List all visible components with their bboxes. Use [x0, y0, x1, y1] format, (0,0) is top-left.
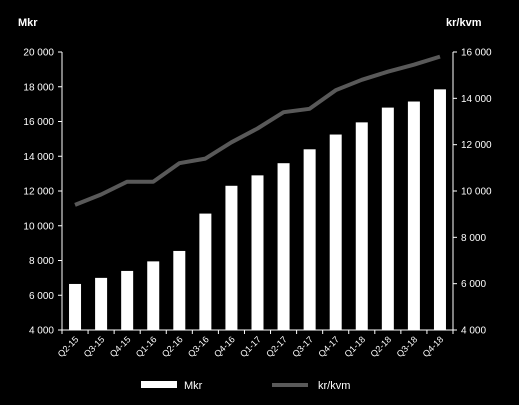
left-axis-title: Mkr [18, 17, 38, 29]
bar-mkr-Q1-17 [251, 175, 264, 330]
bar-mkr-Q2-17 [277, 163, 290, 330]
bar-mkr-Q3-17 [303, 149, 316, 330]
line-series-kr-kvm [74, 54, 441, 207]
bar-mkr-Q2-18 [381, 107, 394, 330]
bar-series [69, 89, 446, 331]
left-tick-label: 10 000 [23, 221, 54, 232]
bar-mkr-Q4-15 [121, 270, 134, 330]
left-axis-ticks: 4 000 6 000 8 000 10 000 12 000 14 000 16 000 1… [23, 48, 62, 337]
left-tick-label: 14 000 [23, 152, 54, 163]
left-tick-label: 4 000 [29, 326, 54, 337]
bar-mkr-Q3-18 [407, 101, 420, 330]
left-tick-label: 6 000 [29, 291, 54, 302]
bar-mkr-Q2-15 [69, 283, 82, 330]
left-tick-label: 20 000 [23, 48, 54, 59]
bar-mkr-Q2-16 [173, 250, 186, 330]
left-tick-label: 12 000 [23, 187, 54, 198]
legend-label-kr-kvm: kr/kvm [318, 380, 350, 392]
legend-label-mkr: Mkr [184, 380, 203, 392]
bar-mkr-Q3-15 [95, 277, 108, 330]
bar-mkr-Q3-16 [199, 213, 212, 330]
right-axis-title: kr/kvm [446, 17, 482, 29]
left-tick-label: 8 000 [29, 256, 54, 267]
right-tick-label: 4 000 [461, 326, 486, 337]
legend-swatch-mkr [141, 381, 177, 388]
bar-mkr-Q1-18 [355, 122, 368, 331]
right-tick-label: 10 000 [461, 187, 492, 198]
right-tick-label: 6 000 [461, 279, 486, 290]
bar-mkr-Q4-16 [225, 185, 238, 330]
left-tick-label: 18 000 [23, 82, 54, 93]
right-tick-label: 8 000 [461, 233, 486, 244]
bar-mkr-Q1-16 [147, 261, 160, 330]
right-axis-ticks: 4 000 6 000 8 000 10 000 12 000 14 000 16 000 [453, 48, 492, 337]
right-tick-label: 16 000 [461, 48, 492, 59]
right-tick-label: 12 000 [461, 140, 492, 151]
legend: Mkr kr/kvm [141, 380, 350, 392]
bar-mkr-Q4-17 [329, 134, 342, 330]
left-tick-label: 16 000 [23, 117, 54, 128]
bar-mkr-Q4-18 [433, 89, 446, 330]
right-tick-label: 14 000 [461, 94, 492, 105]
